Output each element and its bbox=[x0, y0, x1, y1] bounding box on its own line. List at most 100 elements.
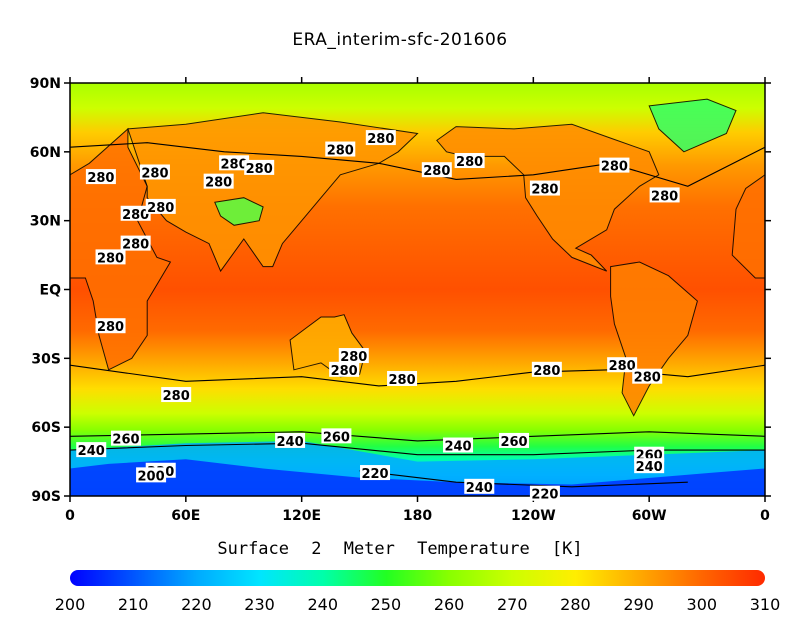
contour-label-bg bbox=[531, 361, 562, 377]
contour-label: 240 bbox=[277, 435, 304, 450]
contour-label: 280 bbox=[122, 208, 149, 223]
contour-label-bg bbox=[421, 162, 452, 178]
contour-label: 260 bbox=[323, 430, 350, 445]
contour-label: 280 bbox=[601, 160, 628, 175]
land-tibet bbox=[214, 197, 264, 226]
contour-label: 240 bbox=[444, 440, 471, 455]
contour-label: 280 bbox=[221, 157, 248, 172]
colorbar-tick-label: 310 bbox=[750, 595, 781, 614]
contour-label-bg bbox=[529, 180, 560, 196]
contour-label-bg bbox=[387, 370, 418, 386]
land-greenland bbox=[648, 98, 737, 153]
contour-label: 280 bbox=[423, 164, 450, 179]
contour-label: 280 bbox=[97, 320, 124, 335]
contour-label: 280 bbox=[651, 189, 678, 204]
contour-label: 280 bbox=[97, 251, 124, 266]
contour-label-bg bbox=[443, 437, 474, 453]
contour-label: 220 bbox=[361, 467, 388, 482]
contour-label-bg bbox=[95, 249, 126, 265]
lon-tick-label: 120W bbox=[511, 508, 556, 524]
contour-label-bg bbox=[85, 169, 116, 185]
colorbar-tick-label: 230 bbox=[244, 595, 275, 614]
contour-label-bg bbox=[634, 458, 665, 474]
contour-label: 280 bbox=[122, 238, 149, 253]
contour-label-bg bbox=[599, 157, 630, 173]
contour-label: 280 bbox=[340, 350, 367, 365]
contour-label: 200 bbox=[138, 469, 165, 484]
colorbar-tick-label: 260 bbox=[434, 595, 465, 614]
contour-label-bg bbox=[360, 465, 391, 481]
lon-tick-label: 60W bbox=[632, 508, 667, 524]
contour-label-bg bbox=[95, 318, 126, 334]
contour-label-bg bbox=[110, 430, 141, 446]
colorbar-tick-label: 200 bbox=[55, 595, 86, 614]
land-antarctica-core bbox=[70, 459, 765, 496]
contour-label: 280 bbox=[367, 132, 394, 147]
contour-label-bg bbox=[632, 368, 663, 384]
colorbar-tick-label: 210 bbox=[118, 595, 149, 614]
lon-tick-label: 60E bbox=[171, 508, 200, 524]
contour-label-bg bbox=[607, 357, 638, 373]
contour-label-bg bbox=[219, 155, 250, 171]
lat-tick-label: 90S bbox=[31, 489, 61, 505]
contour-label-bg bbox=[529, 485, 560, 501]
contour-label: 280 bbox=[163, 389, 190, 404]
variable-label: Surface 2 Meter Temperature [K] bbox=[217, 539, 583, 559]
contour-label: 280 bbox=[327, 144, 354, 159]
colorbar-tick-labels: 200 210 220 230 240 250 260 270 280 290 300 310 bbox=[55, 595, 781, 614]
colorbar-tick-label: 240 bbox=[307, 595, 338, 614]
contour-label-bg bbox=[120, 235, 151, 251]
contour-label: 280 bbox=[609, 359, 636, 374]
contour-label-bg bbox=[120, 205, 151, 221]
map-title: ERA_interim-sfc-201606 bbox=[292, 30, 508, 50]
lat-tick-label: 90N bbox=[30, 76, 61, 92]
colorbar-tick-label: 300 bbox=[687, 595, 718, 614]
lon-tick-label: 180 bbox=[403, 508, 432, 524]
lat-tick-label: 60N bbox=[30, 145, 61, 161]
contour-260-south bbox=[70, 431, 765, 442]
lat-tick-label: 30S bbox=[31, 351, 61, 367]
contour-label: 280 bbox=[388, 373, 415, 388]
contour-label: 240 bbox=[78, 444, 105, 459]
colorbar-tick-label: 250 bbox=[371, 595, 402, 614]
contour-label-bg bbox=[649, 187, 680, 203]
contour-label-bg bbox=[329, 361, 360, 377]
contour-label: 260 bbox=[500, 435, 527, 450]
contour-label: 280 bbox=[634, 371, 661, 386]
contour-label-bg bbox=[464, 478, 495, 494]
colorbar-tick-label: 290 bbox=[623, 595, 654, 614]
contour-label-bg bbox=[244, 159, 275, 175]
contour-label-bg bbox=[136, 467, 167, 483]
contour-label-bg bbox=[145, 198, 176, 214]
contour-label-bg bbox=[321, 428, 352, 444]
contour-280-north bbox=[70, 142, 765, 187]
contour-label-bg bbox=[499, 432, 530, 448]
contour-label: 280 bbox=[205, 176, 232, 191]
map-field bbox=[70, 83, 765, 496]
contour-label-bg bbox=[76, 442, 107, 458]
contour-220-south bbox=[359, 470, 688, 488]
colorbar-tick-label: 270 bbox=[497, 595, 528, 614]
lat-tick-label: 30N bbox=[30, 214, 61, 230]
land-africa-europe bbox=[70, 127, 172, 371]
contour-label: 280 bbox=[531, 183, 558, 198]
contour-label-bg bbox=[338, 348, 369, 364]
colorbar-gradient bbox=[70, 570, 765, 586]
contour-label: 280 bbox=[87, 171, 114, 186]
contour-label: 280 bbox=[141, 166, 168, 181]
contour-label: 240 bbox=[636, 460, 663, 475]
lon-tick-label: 0 bbox=[760, 508, 770, 524]
lon-tick-label: 0 bbox=[65, 508, 75, 524]
land-africa-europe-wrap bbox=[731, 174, 765, 279]
colorbar: 200 210 220 230 240 250 260 270 280 290 300 310 bbox=[55, 570, 781, 614]
contour-label-bg bbox=[634, 446, 665, 462]
lat-tick-label: EQ bbox=[40, 283, 62, 299]
contour-label: 280 bbox=[147, 201, 174, 216]
contour-label: 260 bbox=[112, 433, 139, 448]
contour-label: 220 bbox=[531, 488, 558, 503]
contour-label: 280 bbox=[246, 162, 273, 177]
lat-tick-label: 60S bbox=[31, 420, 61, 436]
